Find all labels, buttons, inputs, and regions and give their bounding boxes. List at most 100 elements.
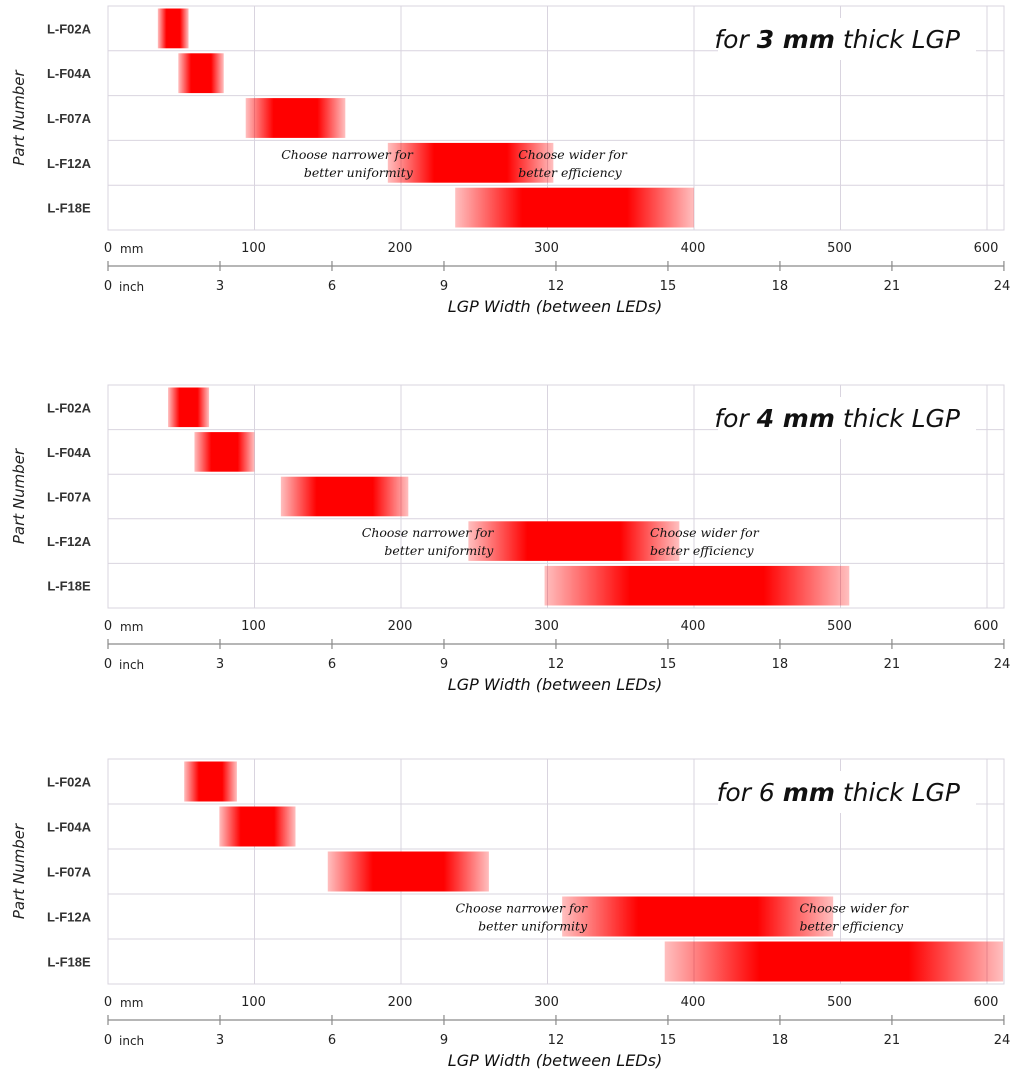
inch-tick-label: 15 xyxy=(660,1033,677,1048)
inch-tick-label: 6 xyxy=(328,279,336,294)
part-label: L-F12A xyxy=(47,534,92,549)
mm-tick-label: 500 xyxy=(827,619,852,634)
mm-tick-label: 0 xyxy=(104,995,112,1010)
range-bar-l-f02a xyxy=(184,761,237,802)
range-bar-l-f04a xyxy=(219,806,296,847)
mm-unit-label: mm xyxy=(120,242,143,256)
y-axis-label: Part Number xyxy=(10,448,28,544)
mm-tick-label: 100 xyxy=(241,241,266,256)
range-bar-l-f02a xyxy=(168,387,210,428)
inch-tick-label: 9 xyxy=(440,1033,448,1048)
mm-unit-label: mm xyxy=(120,620,143,634)
range-bar-l-f07a xyxy=(327,851,489,892)
mm-unit-label: mm xyxy=(120,996,143,1010)
plot-frame xyxy=(107,384,1005,609)
inch-tick-label: 12 xyxy=(548,657,565,672)
annotation-text: Choose narrower for xyxy=(456,901,589,916)
mm-tick-label: 500 xyxy=(827,241,852,256)
inch-tick-label: 6 xyxy=(328,1033,336,1048)
plot-frame xyxy=(107,5,1005,231)
inch-tick-label: 18 xyxy=(772,279,789,294)
mm-tick-label: 600 xyxy=(974,241,999,256)
range-bar-l-f07a xyxy=(245,98,346,138)
mm-tick-label: 100 xyxy=(241,619,266,634)
inch-tick-label: 0 xyxy=(104,1033,112,1048)
inch-tick-label: 21 xyxy=(884,279,901,294)
inch-tick-label: 24 xyxy=(994,657,1011,672)
annotation-text: better efficiency xyxy=(650,543,754,558)
mm-tick-label: 600 xyxy=(974,619,999,634)
annotation-text: better uniformity xyxy=(478,919,588,934)
inch-tick-label: 18 xyxy=(772,657,789,672)
annotation-text: Choose wider for xyxy=(518,147,628,162)
mm-tick-label: 500 xyxy=(827,995,852,1010)
inch-tick-label: 12 xyxy=(548,279,565,294)
inch-unit-label: inch xyxy=(119,280,144,294)
annotation-text: better efficiency xyxy=(518,165,622,180)
mm-tick-label: 400 xyxy=(681,995,706,1010)
chart-panel-3: L-F02A L-F04A L-F07A L-F12A L-F18E Part Numbe… xyxy=(10,758,1011,1070)
chart-panel-1: L-F02A L-F04A L-F07A L-F12A L-F18E Part Numbe… xyxy=(10,5,1011,316)
part-label: L-F04A xyxy=(47,445,92,460)
inch-tick-label: 24 xyxy=(994,1033,1011,1048)
part-label: L-F18E xyxy=(47,201,91,216)
inch-tick-label: 9 xyxy=(440,657,448,672)
inch-tick-label: 24 xyxy=(994,279,1011,294)
annotation-text: Choose narrower for xyxy=(362,525,495,540)
part-label: L-F04A xyxy=(47,66,92,81)
annotation-text: better uniformity xyxy=(304,165,414,180)
x-axis-label: LGP Width (between LEDs) xyxy=(448,1051,662,1070)
mm-tick-label: 200 xyxy=(388,995,413,1010)
inch-tick-label: 3 xyxy=(216,657,224,672)
part-label: L-F07A xyxy=(47,111,92,126)
title-backdrop xyxy=(718,771,976,813)
range-bar-l-f04a xyxy=(178,53,224,94)
part-label: L-F18E xyxy=(47,955,91,970)
annotation-text: Choose narrower for xyxy=(281,147,414,162)
mm-tick-label: 300 xyxy=(534,241,559,256)
range-bar-l-f07a xyxy=(280,476,409,517)
mm-tick-label: 300 xyxy=(534,619,559,634)
annotation-text: Choose wider for xyxy=(799,901,909,916)
part-label: L-F12A xyxy=(47,156,92,171)
mm-tick-label: 400 xyxy=(681,619,706,634)
inch-tick-label: 21 xyxy=(884,1033,901,1048)
part-label: L-F07A xyxy=(47,865,92,880)
range-bar-l-f04a xyxy=(194,432,255,472)
part-label: L-F02A xyxy=(47,21,92,36)
range-bar-l-f18e xyxy=(455,187,694,228)
range-bar-l-f18e xyxy=(664,941,1004,982)
chart-title: for 3 mm thick LGP xyxy=(714,25,961,54)
mm-tick-label: 300 xyxy=(534,995,559,1010)
range-bar-l-f18e xyxy=(544,565,850,606)
part-label: L-F02A xyxy=(47,775,92,790)
part-label: L-F04A xyxy=(47,820,92,835)
mm-tick-label: 400 xyxy=(681,241,706,256)
inch-tick-label: 18 xyxy=(772,1033,789,1048)
part-label: L-F18E xyxy=(47,579,91,594)
mm-tick-label: 200 xyxy=(388,241,413,256)
range-bar-l-f12a xyxy=(562,896,834,937)
chart-title: for 6 mm thick LGP xyxy=(717,778,961,807)
plot-frame xyxy=(107,758,1005,985)
annotation-text: better efficiency xyxy=(799,919,903,934)
chart-panel-2: L-F02A L-F04A L-F07A L-F12A L-F18E Part Numbe… xyxy=(10,384,1011,694)
mm-tick-label: 200 xyxy=(388,619,413,634)
inch-tick-label: 3 xyxy=(216,279,224,294)
mm-tick-label: 0 xyxy=(104,619,112,634)
inch-tick-label: 9 xyxy=(440,279,448,294)
chart-title: for 4 mm thick LGP xyxy=(714,404,961,433)
inch-tick-label: 0 xyxy=(104,657,112,672)
inch-tick-label: 12 xyxy=(548,1033,565,1048)
annotation-text: better uniformity xyxy=(384,543,494,558)
inch-tick-label: 0 xyxy=(104,279,112,294)
inch-tick-label: 3 xyxy=(216,1033,224,1048)
mm-tick-label: 0 xyxy=(104,241,112,256)
inch-unit-label: inch xyxy=(119,658,144,672)
mm-tick-label: 600 xyxy=(974,995,999,1010)
part-label: L-F07A xyxy=(47,490,92,505)
annotation-text: Choose wider for xyxy=(650,525,760,540)
range-bar-l-f12a xyxy=(468,521,680,561)
y-axis-label: Part Number xyxy=(10,70,28,166)
